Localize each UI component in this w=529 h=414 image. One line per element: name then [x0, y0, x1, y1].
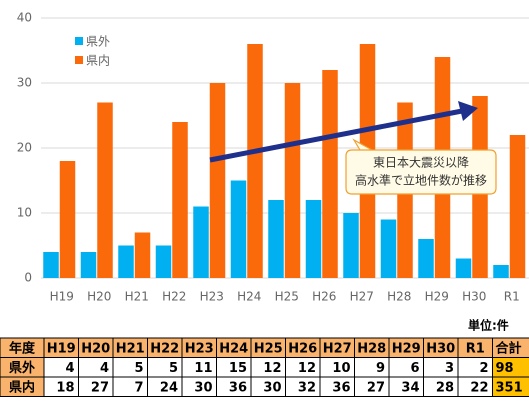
bar — [305, 200, 322, 278]
table-text: 5 — [134, 361, 143, 376]
y-tick-label: 0 — [24, 271, 32, 285]
table-text: H19 — [47, 341, 76, 356]
y-tick-label: 40 — [17, 11, 32, 25]
table-text: 36 — [332, 380, 350, 395]
table-text: 年度 — [9, 340, 36, 356]
bar — [193, 206, 209, 278]
table-text: H27 — [323, 341, 352, 356]
unit-label: 単位:件 — [468, 318, 509, 333]
bar — [380, 219, 397, 278]
table-text: 34 — [401, 380, 419, 395]
x-tick-label: H20 — [87, 290, 111, 304]
table-text: 30 — [194, 380, 212, 395]
table-text: 30 — [263, 380, 281, 395]
bar — [455, 258, 472, 278]
table-text: 27 — [91, 380, 109, 395]
table-text: H20 — [81, 341, 110, 356]
bar — [509, 135, 526, 278]
table-text: 27 — [367, 380, 385, 395]
annotation: 東日本大震災以降 — [373, 156, 469, 170]
table-text: H23 — [185, 341, 214, 356]
arrow-head — [458, 101, 478, 121]
table-text: 28 — [436, 380, 454, 395]
legend-label: 県外 — [86, 35, 110, 49]
table-text: 合計 — [496, 340, 522, 356]
table-text: 10 — [332, 361, 350, 376]
legend-label: 県内 — [86, 54, 110, 68]
bar — [59, 161, 76, 278]
bar — [97, 102, 113, 278]
bar — [268, 200, 284, 278]
x-tick-label: H24 — [237, 290, 261, 304]
x-tick-label: H26 — [312, 290, 336, 304]
x-tick-label: H28 — [387, 290, 411, 304]
table-text: H24 — [219, 341, 248, 356]
table-text: H29 — [392, 341, 421, 356]
bar — [155, 245, 172, 278]
table-text: 351 — [496, 380, 523, 395]
table-text: 18 — [56, 380, 74, 395]
table-text: 県内 — [9, 379, 35, 395]
bar — [493, 265, 509, 278]
table-text: 2 — [479, 361, 488, 376]
y-tick-label: 10 — [17, 206, 32, 220]
table-text: 県外 — [9, 360, 35, 376]
table-text: 15 — [229, 361, 247, 376]
table-text: 11 — [194, 361, 212, 376]
x-tick-label: H25 — [275, 290, 299, 304]
x-tick-label: H19 — [50, 290, 74, 304]
legend-swatch — [75, 37, 83, 45]
bar — [343, 213, 359, 278]
table-text: 4 — [65, 361, 74, 376]
table-text: 6 — [410, 361, 419, 376]
x-tick-label: H29 — [425, 290, 449, 304]
table-text: H21 — [116, 341, 145, 356]
x-tick-label: R1 — [504, 290, 520, 304]
x-tick-label: H22 — [162, 290, 186, 304]
y-tick-label: 30 — [17, 76, 32, 90]
table-text: 22 — [470, 380, 488, 395]
table-text: 12 — [263, 361, 281, 376]
x-tick-label: H27 — [350, 290, 374, 304]
table-text: 36 — [229, 380, 247, 395]
table-text: 98 — [496, 361, 514, 376]
annotation: 高水準で立地件数が推移 — [355, 173, 487, 188]
bar — [80, 252, 97, 278]
table-text: 32 — [298, 380, 316, 395]
table-text: 9 — [376, 361, 385, 376]
legend-swatch — [75, 56, 83, 64]
y-tick-label: 20 — [17, 141, 32, 155]
bar — [284, 83, 301, 278]
x-tick-label: H23 — [200, 290, 224, 304]
table-text: H28 — [357, 341, 386, 356]
table-text: H30 — [426, 341, 455, 356]
table-text: 7 — [134, 380, 143, 395]
table-text: R1 — [466, 341, 485, 356]
bar — [418, 239, 434, 278]
bar — [172, 122, 188, 278]
bar — [134, 232, 151, 278]
x-tick-label: H21 — [125, 290, 149, 304]
table-text: 24 — [160, 380, 178, 395]
callout-box — [345, 138, 497, 195]
table-text: 5 — [169, 361, 178, 376]
trend-arrow — [209, 108, 463, 163]
table-text: H22 — [150, 341, 179, 356]
bar — [118, 245, 134, 278]
table-text: H26 — [288, 341, 317, 356]
table-cell — [492, 376, 529, 397]
table-text: 12 — [298, 361, 316, 376]
table-text: H25 — [254, 341, 283, 356]
bar — [230, 180, 247, 278]
bar — [247, 44, 263, 278]
bar — [209, 83, 226, 278]
table-text: 4 — [100, 361, 109, 376]
bar — [322, 70, 338, 278]
bar — [43, 252, 59, 278]
table-text: 3 — [445, 361, 454, 376]
x-tick-label: H30 — [462, 290, 486, 304]
